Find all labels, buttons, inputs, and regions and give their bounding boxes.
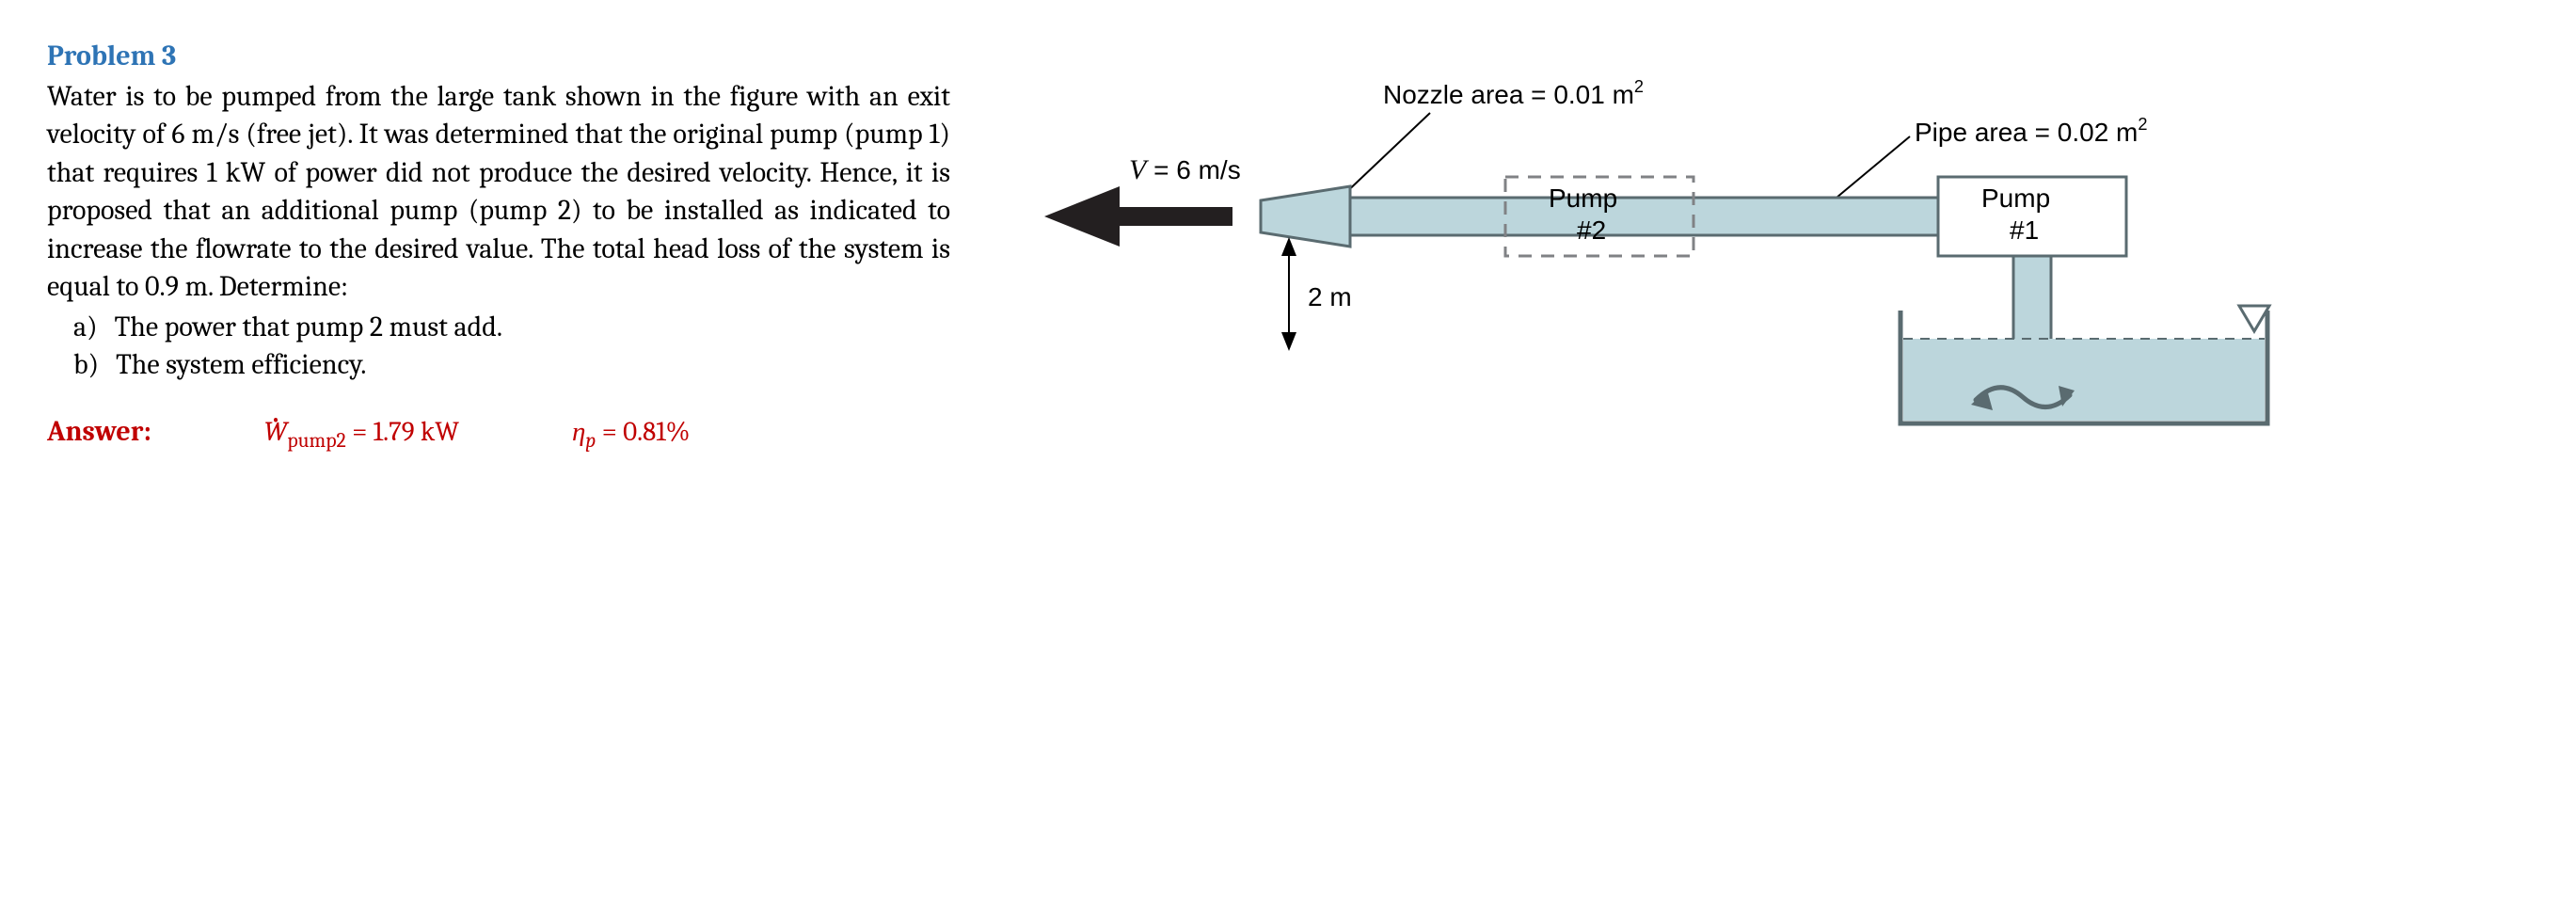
answer-eta: ηp = 0.81% <box>572 414 690 454</box>
item-text: The system efficiency. <box>116 346 366 385</box>
item-text: The power that pump 2 must add. <box>115 309 502 347</box>
list-item: b) The system efficiency. <box>73 346 950 385</box>
tank <box>1900 311 2267 423</box>
svg-text:Pump: Pump <box>1549 183 1617 213</box>
pipe-area-label: Pipe area = 0.02 m2 <box>1915 115 2148 147</box>
answer-pump2: Wpump2 = 1.79 kW <box>264 414 459 454</box>
determine-list: a) The power that pump 2 must add. b) Th… <box>47 309 950 385</box>
list-item: a) The power that pump 2 must add. <box>73 309 950 347</box>
item-letter: b) <box>73 346 99 385</box>
problem-title: Problem 3 <box>47 38 950 76</box>
nozzle-leader <box>1341 113 1430 198</box>
nozzle-icon <box>1261 186 1350 247</box>
answer-row: Answer: Wpump2 = 1.79 kW ηp = 0.81% <box>47 413 950 454</box>
item-letter: a) <box>73 309 98 347</box>
velocity-arrow-icon <box>1044 186 1232 247</box>
svg-text:2 m: 2 m <box>1308 282 1352 311</box>
height-dimension: 2 m <box>1281 237 1352 351</box>
nozzle-area-label: Nozzle area = 0.01 m2 <box>1383 77 1644 109</box>
svg-text:#2: #2 <box>1577 215 1606 245</box>
svg-text:#1: #1 <box>2010 215 2039 245</box>
answer-label: Answer: <box>47 413 151 452</box>
pump1-box: Pump #1 <box>1938 177 2126 256</box>
problem-figure: Nozzle area = 0.01 m2 Pipe area = 0.02 m… <box>978 75 2484 470</box>
velocity-label: V = 6 m/s <box>1129 154 1241 185</box>
svg-text:Pump: Pump <box>1981 183 2050 213</box>
free-surface-icon <box>2239 306 2269 331</box>
problem-body: Water is to be pumped from the large tan… <box>47 78 950 307</box>
